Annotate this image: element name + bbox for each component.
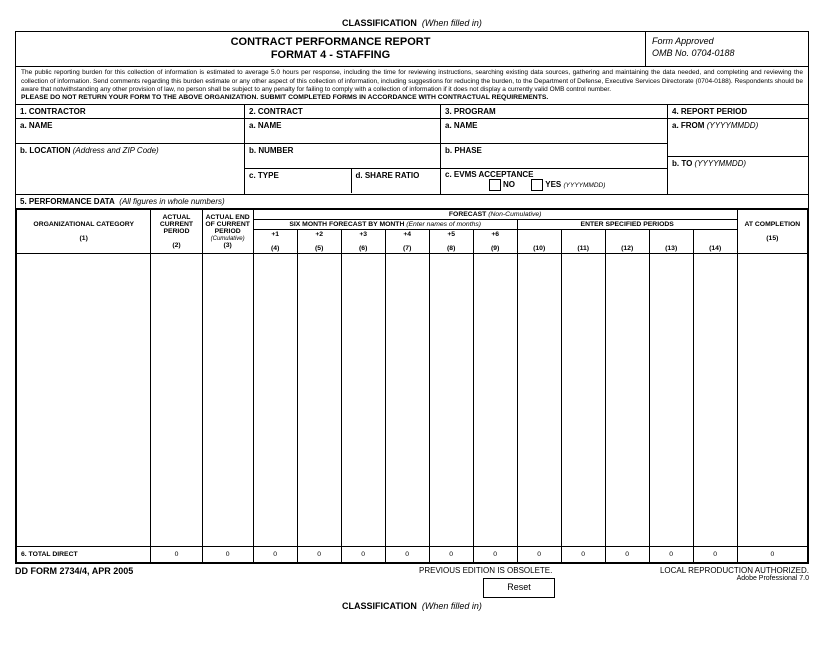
m5: +5(8) bbox=[429, 230, 473, 254]
burden-statement: The public reporting burden for this col… bbox=[16, 67, 808, 105]
adobe-version: Adobe Professional 7.0 bbox=[619, 575, 809, 582]
header-row: 1. CONTRACTOR a. NAME b. LOCATION (Addre… bbox=[16, 105, 808, 194]
tot-7: 0 bbox=[385, 547, 429, 563]
omb-cell: Form Approved OMB No. 0704-0188 bbox=[645, 32, 808, 66]
sec1-head: 1. CONTRACTOR bbox=[16, 105, 244, 119]
tot-13: 0 bbox=[649, 547, 693, 563]
local-repro: LOCAL REPRODUCTION AUTHORIZED. bbox=[660, 566, 809, 575]
tot-4: 0 bbox=[253, 547, 297, 563]
evms-no-checkbox[interactable] bbox=[489, 179, 501, 191]
col-actual-current: ACTUAL CURRENT PERIOD(2) bbox=[151, 210, 202, 254]
col-org: ORGANIZATIONAL CATEGORY(1) bbox=[17, 210, 151, 254]
tot-9: 0 bbox=[473, 547, 517, 563]
contract-name[interactable]: a. NAME bbox=[245, 119, 440, 144]
tot-11: 0 bbox=[561, 547, 605, 563]
classification-top: CLASSIFICATION (When filled in) bbox=[15, 18, 809, 28]
col-completion: AT COMPLETION(15) bbox=[737, 210, 807, 254]
classification-hint: (When filled in) bbox=[422, 18, 482, 28]
main-box: CONTRACT PERFORMANCE REPORT FORMAT 4 - S… bbox=[15, 31, 809, 564]
tot-3: 0 bbox=[202, 547, 253, 563]
p10: (10) bbox=[517, 230, 561, 254]
data-row-blank bbox=[17, 254, 808, 547]
sec2-head: 2. CONTRACT bbox=[245, 105, 440, 119]
title-line2: FORMAT 4 - STAFFING bbox=[271, 49, 390, 61]
total-row: 6. TOTAL DIRECT 0 0 0 0 0 0 0 0 0 0 0 0 … bbox=[17, 547, 808, 563]
footer: DD FORM 2734/4, APR 2005 PREVIOUS EDITIO… bbox=[15, 566, 809, 598]
p11: (11) bbox=[561, 230, 605, 254]
omb-number: OMB No. 0704-0188 bbox=[652, 48, 735, 58]
m1: +1(4) bbox=[253, 230, 297, 254]
tot-5: 0 bbox=[297, 547, 341, 563]
section-contractor: 1. CONTRACTOR a. NAME b. LOCATION (Addre… bbox=[16, 105, 245, 194]
cell-org[interactable] bbox=[17, 254, 151, 547]
contractor-location[interactable]: b. LOCATION (Address and ZIP Code) bbox=[16, 144, 244, 194]
p12: (12) bbox=[605, 230, 649, 254]
share-ratio[interactable]: d. SHARE RATIO bbox=[352, 169, 424, 193]
reset-button[interactable]: Reset bbox=[483, 578, 555, 598]
contract-number[interactable]: b. NUMBER bbox=[245, 144, 440, 169]
tot-10: 0 bbox=[517, 547, 561, 563]
classification-label-bot: CLASSIFICATION bbox=[342, 601, 417, 611]
tot-14: 0 bbox=[693, 547, 737, 563]
evms-yes-checkbox[interactable] bbox=[531, 179, 543, 191]
col-forecast: FORECAST (Non-Cumulative) bbox=[253, 210, 737, 220]
data-grid: ORGANIZATIONAL CATEGORY(1) ACTUAL CURREN… bbox=[16, 209, 808, 563]
m4: +4(7) bbox=[385, 230, 429, 254]
total-label: 6. TOTAL DIRECT bbox=[17, 547, 151, 563]
p14: (14) bbox=[693, 230, 737, 254]
contract-subrow: c. TYPE d. SHARE RATIO bbox=[245, 169, 440, 193]
form-id: DD FORM 2734/4, APR 2005 bbox=[15, 566, 399, 576]
tot-6: 0 bbox=[341, 547, 385, 563]
program-name[interactable]: a. NAME bbox=[441, 119, 667, 144]
perf-data-head: 5. PERFORMANCE DATA (All figures in whol… bbox=[16, 194, 808, 209]
section-program: 3. PROGRAM a. NAME b. PHASE c. EVMS ACCE… bbox=[441, 105, 668, 194]
evms-acceptance: c. EVMS ACCEPTANCE NO YES (YYYYMMDD) bbox=[441, 169, 667, 191]
classification-bottom: CLASSIFICATION (When filled in) bbox=[15, 601, 809, 611]
burden-text: The public reporting burden for this col… bbox=[21, 69, 803, 92]
classification-label: CLASSIFICATION bbox=[342, 18, 417, 28]
m6: +6(9) bbox=[473, 230, 517, 254]
burden-bold: PLEASE DO NOT RETURN YOUR FORM TO THE AB… bbox=[21, 94, 548, 101]
title-cell: CONTRACT PERFORMANCE REPORT FORMAT 4 - S… bbox=[16, 32, 645, 66]
tot-8: 0 bbox=[429, 547, 473, 563]
omb-approved: Form Approved bbox=[652, 36, 714, 46]
col-six-month: SIX MONTH FORECAST BY MONTH (Enter names… bbox=[253, 220, 517, 230]
tot-12: 0 bbox=[605, 547, 649, 563]
prev-edition: PREVIOUS EDITION IS OBSOLETE. bbox=[419, 566, 552, 575]
sec3-head: 3. PROGRAM bbox=[441, 105, 667, 119]
form-page: CLASSIFICATION (When filled in) CONTRACT… bbox=[15, 18, 809, 611]
classification-hint-bot: (When filled in) bbox=[422, 601, 482, 611]
title-line1: CONTRACT PERFORMANCE REPORT bbox=[231, 36, 431, 48]
col-actual-end: ACTUAL END OF CURRENT PERIOD(Cumulative)… bbox=[202, 210, 253, 254]
contractor-name[interactable]: a. NAME bbox=[16, 119, 244, 144]
col-specified: ENTER SPECIFIED PERIODS bbox=[517, 220, 737, 230]
program-phase[interactable]: b. PHASE bbox=[441, 144, 667, 169]
contract-type[interactable]: c. TYPE bbox=[245, 169, 352, 193]
tot-2: 0 bbox=[151, 547, 202, 563]
report-to[interactable]: b. TO (YYYYMMDD) bbox=[668, 157, 808, 194]
title-row: CONTRACT PERFORMANCE REPORT FORMAT 4 - S… bbox=[16, 32, 808, 67]
report-from[interactable]: a. FROM (YYYYMMDD) bbox=[668, 119, 808, 157]
p13: (13) bbox=[649, 230, 693, 254]
tot-15: 0 bbox=[737, 547, 807, 563]
section-report-period: 4. REPORT PERIOD a. FROM (YYYYMMDD) b. T… bbox=[668, 105, 808, 194]
m3: +3(6) bbox=[341, 230, 385, 254]
m2: +2(5) bbox=[297, 230, 341, 254]
sec4-head: 4. REPORT PERIOD bbox=[668, 105, 808, 119]
section-contract: 2. CONTRACT a. NAME b. NUMBER c. TYPE d.… bbox=[245, 105, 441, 194]
